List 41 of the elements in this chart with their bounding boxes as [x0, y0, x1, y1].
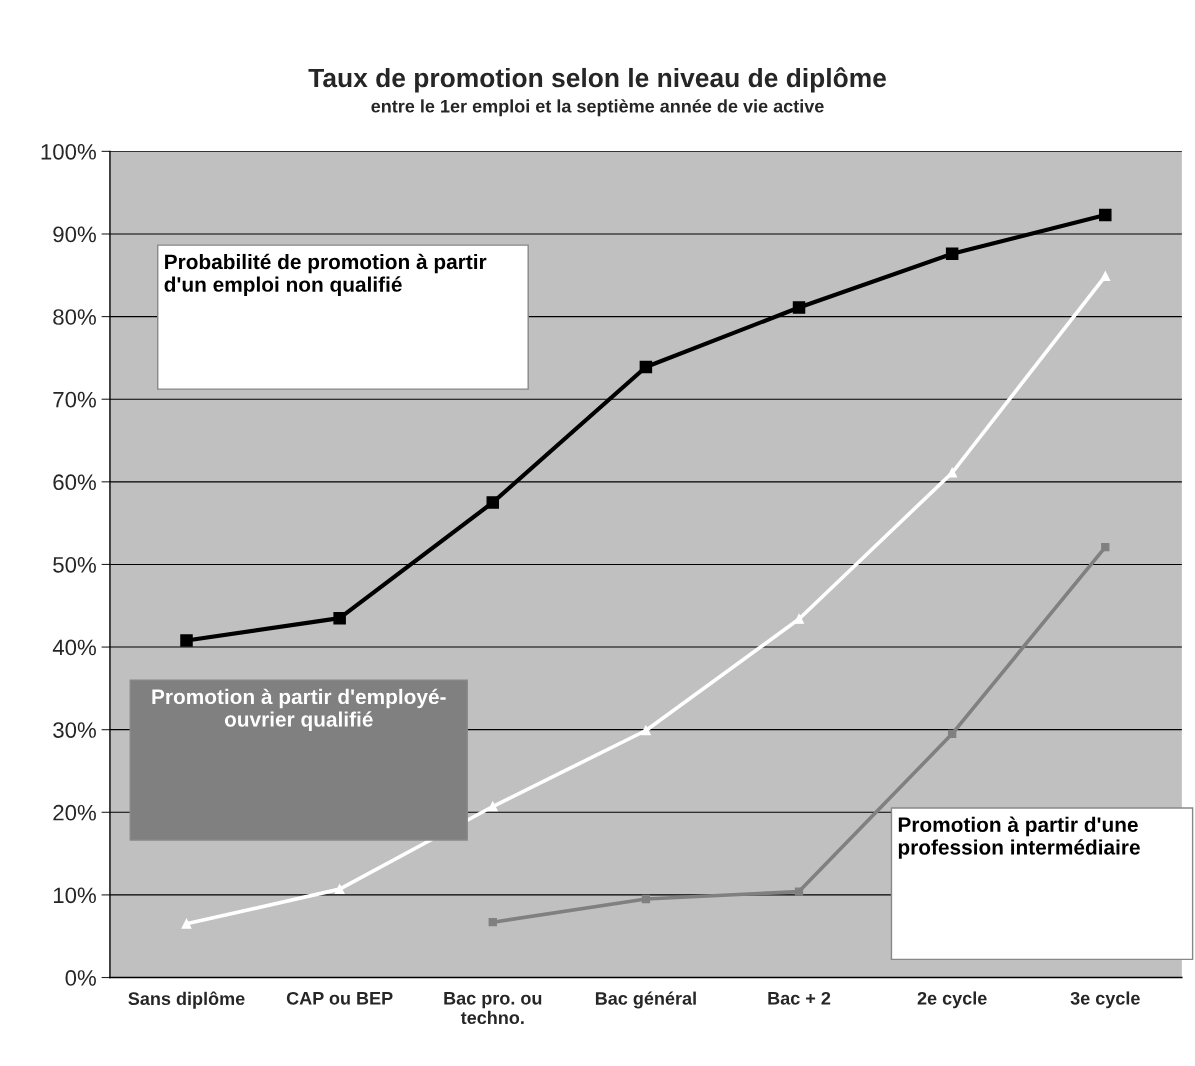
point: [947, 729, 957, 738]
point: [1099, 208, 1112, 222]
point: [641, 894, 651, 904]
point: [794, 614, 804, 624]
y-tick-label: 100%: [41, 143, 96, 160]
point: [1101, 542, 1110, 552]
chart-subtitle: entre le 1er emploi et la septième année de vie active: [371, 99, 824, 117]
annotation: Probabilité de promotion à partir d'un emploi non qualifié: [164, 253, 487, 296]
point: [333, 611, 346, 625]
point: [794, 887, 804, 896]
y-tick-label: 10%: [53, 887, 96, 904]
y-tick-label: 40%: [52, 639, 96, 656]
y-tick-label: 80%: [53, 309, 96, 325]
y-tick-label: 70%: [53, 391, 96, 408]
x-tick-label: 3e cycle: [1070, 991, 1140, 1009]
x-tick-label: CAP ou BEP: [286, 991, 393, 1005]
point: [1100, 271, 1111, 281]
annotation: Promotion à partir d'employé- ouvrier qualifié: [152, 688, 446, 731]
y-tick-label: 30%: [53, 722, 96, 738]
point: [334, 884, 345, 894]
point: [486, 496, 500, 509]
point: [945, 247, 959, 261]
annotation: Promotion à partir d'une profession intermédiaire: [898, 816, 1140, 859]
x-tick-label: Bac pro. ou techno.: [444, 992, 542, 1025]
point: [487, 801, 498, 812]
point: [639, 360, 653, 374]
y-tick-label: 60%: [53, 474, 96, 491]
chart-title: Taux de promotion selon le niveau de diplôme: [308, 67, 886, 93]
y-tick-label: 0%: [65, 970, 96, 986]
point: [181, 918, 192, 929]
y-tick-label: 90%: [53, 226, 96, 243]
point: [488, 918, 497, 927]
point: [180, 634, 193, 647]
point: [641, 725, 651, 736]
x-tick-label: Bac + 2: [768, 991, 831, 1005]
y-tick-label: 20%: [53, 804, 96, 821]
x-tick-label: Sans diplôme: [128, 991, 245, 1009]
point: [792, 301, 806, 314]
y-tick-label: 50%: [53, 556, 96, 573]
x-tick-label: Bac général: [595, 991, 696, 1009]
x-tick-label: 2e cycle: [917, 991, 987, 1009]
